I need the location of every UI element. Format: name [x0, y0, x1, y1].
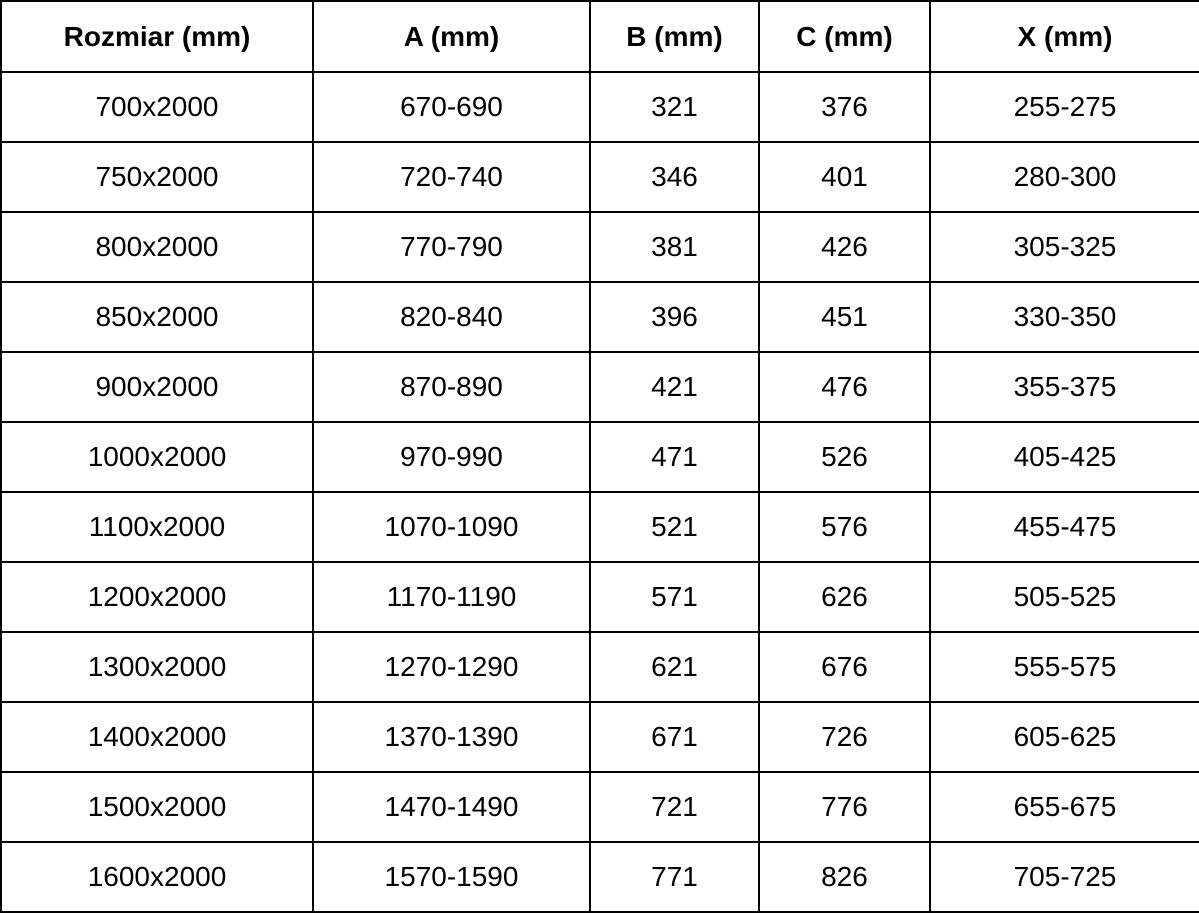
cell-a: 670-690	[312, 71, 591, 143]
cell-b: 321	[589, 71, 760, 143]
cell-c: 426	[758, 211, 931, 283]
cell-a: 720-740	[312, 141, 591, 213]
cell-rozmiar: 800x2000	[0, 211, 314, 283]
cell-c: 726	[758, 701, 931, 773]
cell-rozmiar: 1100x2000	[0, 491, 314, 563]
cell-c: 626	[758, 561, 931, 633]
cell-a: 1570-1590	[312, 841, 591, 913]
cell-rozmiar: 750x2000	[0, 141, 314, 213]
cell-c: 401	[758, 141, 931, 213]
table-row: 1300x2000 1270-1290 621 676 555-575	[0, 631, 1199, 703]
cell-b: 771	[589, 841, 760, 913]
cell-x: 455-475	[929, 491, 1199, 563]
cell-x: 605-625	[929, 701, 1199, 773]
cell-c: 376	[758, 71, 931, 143]
cell-x: 305-325	[929, 211, 1199, 283]
cell-x: 405-425	[929, 421, 1199, 493]
cell-x: 330-350	[929, 281, 1199, 353]
cell-c: 826	[758, 841, 931, 913]
cell-a: 1170-1190	[312, 561, 591, 633]
cell-x: 280-300	[929, 141, 1199, 213]
cell-a: 870-890	[312, 351, 591, 423]
col-header-a: A (mm)	[312, 0, 591, 73]
table-row: 1100x2000 1070-1090 521 576 455-475	[0, 491, 1199, 563]
cell-a: 1470-1490	[312, 771, 591, 843]
table-row: 900x2000 870-890 421 476 355-375	[0, 351, 1199, 423]
cell-b: 671	[589, 701, 760, 773]
cell-c: 676	[758, 631, 931, 703]
cell-x: 505-525	[929, 561, 1199, 633]
cell-rozmiar: 1400x2000	[0, 701, 314, 773]
cell-a: 970-990	[312, 421, 591, 493]
cell-x: 705-725	[929, 841, 1199, 913]
cell-a: 1370-1390	[312, 701, 591, 773]
cell-rozmiar: 1600x2000	[0, 841, 314, 913]
table-row: 1500x2000 1470-1490 721 776 655-675	[0, 771, 1199, 843]
table-row: 1200x2000 1170-1190 571 626 505-525	[0, 561, 1199, 633]
cell-x: 355-375	[929, 351, 1199, 423]
cell-b: 381	[589, 211, 760, 283]
cell-x: 555-575	[929, 631, 1199, 703]
table-row: 1400x2000 1370-1390 671 726 605-625	[0, 701, 1199, 773]
cell-rozmiar: 1200x2000	[0, 561, 314, 633]
cell-a: 1270-1290	[312, 631, 591, 703]
cell-c: 526	[758, 421, 931, 493]
cell-c: 451	[758, 281, 931, 353]
table-row: 700x2000 670-690 321 376 255-275	[0, 71, 1199, 143]
col-header-x: X (mm)	[929, 0, 1199, 73]
cell-b: 471	[589, 421, 760, 493]
cell-x: 255-275	[929, 71, 1199, 143]
cell-c: 776	[758, 771, 931, 843]
cell-rozmiar: 1000x2000	[0, 421, 314, 493]
table-row: 1000x2000 970-990 471 526 405-425	[0, 421, 1199, 493]
cell-b: 346	[589, 141, 760, 213]
cell-x: 655-675	[929, 771, 1199, 843]
cell-b: 621	[589, 631, 760, 703]
cell-c: 476	[758, 351, 931, 423]
cell-rozmiar: 900x2000	[0, 351, 314, 423]
col-header-c: C (mm)	[758, 0, 931, 73]
cell-c: 576	[758, 491, 931, 563]
header-row: Rozmiar (mm) A (mm) B (mm) C (mm) X (mm)	[0, 0, 1199, 73]
col-header-b: B (mm)	[589, 0, 760, 73]
cell-a: 770-790	[312, 211, 591, 283]
cell-rozmiar: 1500x2000	[0, 771, 314, 843]
cell-b: 396	[589, 281, 760, 353]
cell-b: 521	[589, 491, 760, 563]
cell-b: 571	[589, 561, 760, 633]
cell-a: 1070-1090	[312, 491, 591, 563]
cell-rozmiar: 700x2000	[0, 71, 314, 143]
cell-rozmiar: 850x2000	[0, 281, 314, 353]
table-row: 1600x2000 1570-1590 771 826 705-725	[0, 841, 1199, 913]
table-row: 850x2000 820-840 396 451 330-350	[0, 281, 1199, 353]
cell-b: 721	[589, 771, 760, 843]
cell-b: 421	[589, 351, 760, 423]
cell-rozmiar: 1300x2000	[0, 631, 314, 703]
cell-a: 820-840	[312, 281, 591, 353]
col-header-rozmiar: Rozmiar (mm)	[0, 0, 314, 73]
table-row: 800x2000 770-790 381 426 305-325	[0, 211, 1199, 283]
table-row: 750x2000 720-740 346 401 280-300	[0, 141, 1199, 213]
